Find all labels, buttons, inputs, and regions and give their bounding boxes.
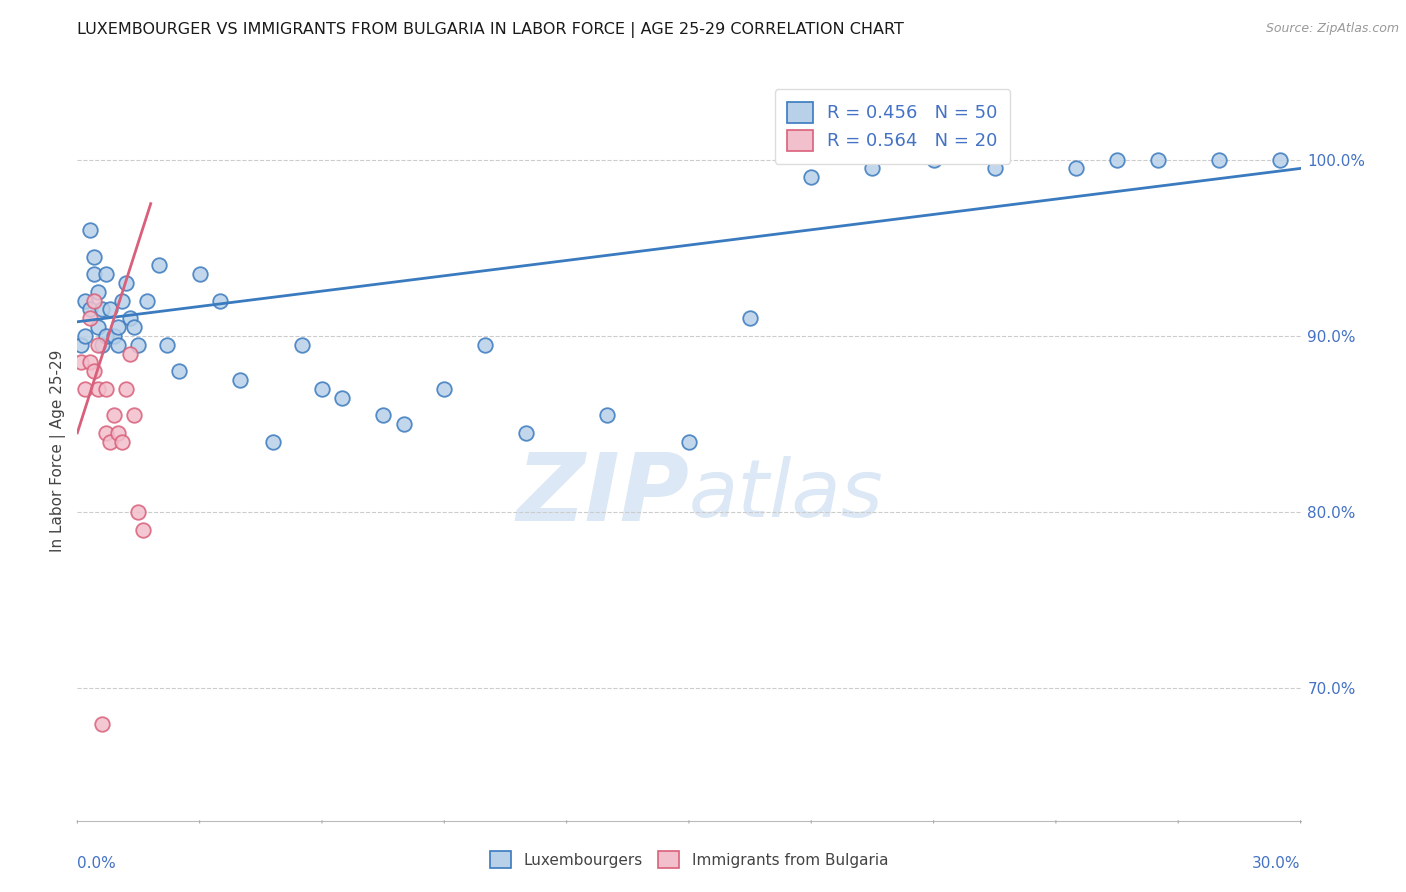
Point: [75, 382, 97, 396]
Point: [984, 161, 1007, 176]
Point: [1066, 161, 1088, 176]
Point: [107, 425, 129, 440]
Point: [474, 337, 496, 351]
Point: [208, 293, 231, 308]
Point: [120, 311, 142, 326]
Point: [98, 302, 121, 317]
Point: [740, 311, 762, 326]
Point: [111, 434, 134, 449]
Point: [94, 425, 117, 440]
Point: [1268, 153, 1291, 167]
Point: [311, 382, 333, 396]
Point: [131, 523, 153, 537]
Point: [75, 329, 97, 343]
Point: [596, 408, 619, 422]
Text: atlas: atlas: [689, 456, 884, 534]
Point: [515, 425, 537, 440]
Point: [124, 408, 146, 422]
Point: [79, 223, 101, 237]
Point: [111, 293, 134, 308]
Point: [107, 337, 129, 351]
Point: [94, 267, 117, 281]
Point: [127, 505, 149, 519]
Point: [169, 364, 191, 378]
Text: Source: ZipAtlas.com: Source: ZipAtlas.com: [1265, 22, 1399, 36]
Point: [1147, 153, 1170, 167]
Point: [103, 408, 125, 422]
Point: [94, 329, 117, 343]
Text: LUXEMBOURGER VS IMMIGRANTS FROM BULGARIA IN LABOR FORCE | AGE 25-29 CORRELATION : LUXEMBOURGER VS IMMIGRANTS FROM BULGARIA…: [77, 22, 904, 38]
Point: [156, 337, 179, 351]
Point: [87, 285, 110, 299]
Point: [107, 320, 129, 334]
Point: [392, 417, 415, 431]
Point: [94, 382, 117, 396]
Point: [83, 293, 105, 308]
Y-axis label: In Labor Force | Age 25-29: In Labor Force | Age 25-29: [51, 350, 66, 551]
Point: [433, 382, 456, 396]
Point: [678, 434, 700, 449]
Point: [79, 302, 101, 317]
Point: [862, 161, 884, 176]
Point: [115, 276, 138, 290]
Point: [79, 355, 101, 369]
Point: [120, 346, 142, 360]
Point: [127, 337, 149, 351]
Legend: Luxembourgers, Immigrants from Bulgaria: Luxembourgers, Immigrants from Bulgaria: [482, 843, 896, 876]
Text: 30.0%: 30.0%: [1253, 856, 1301, 871]
Point: [332, 391, 354, 405]
Point: [87, 337, 110, 351]
Point: [800, 170, 823, 185]
Point: [262, 434, 284, 449]
Point: [90, 302, 112, 317]
Point: [1208, 153, 1230, 167]
Point: [90, 337, 112, 351]
Point: [70, 355, 93, 369]
Point: [229, 373, 252, 387]
Point: [75, 293, 97, 308]
Point: [148, 259, 170, 273]
Point: [83, 267, 105, 281]
Point: [98, 434, 121, 449]
Point: [115, 382, 138, 396]
Point: [83, 250, 105, 264]
Point: [135, 293, 157, 308]
Point: [290, 337, 312, 351]
Point: [87, 382, 110, 396]
Point: [124, 320, 146, 334]
Point: [90, 716, 112, 731]
Point: [922, 153, 945, 167]
Point: [70, 337, 93, 351]
Point: [87, 320, 110, 334]
Point: [103, 329, 125, 343]
Text: ZIP: ZIP: [516, 449, 689, 541]
Point: [188, 267, 211, 281]
Point: [371, 408, 394, 422]
Point: [83, 364, 105, 378]
Text: 0.0%: 0.0%: [77, 856, 117, 871]
Point: [1107, 153, 1129, 167]
Point: [79, 311, 101, 326]
